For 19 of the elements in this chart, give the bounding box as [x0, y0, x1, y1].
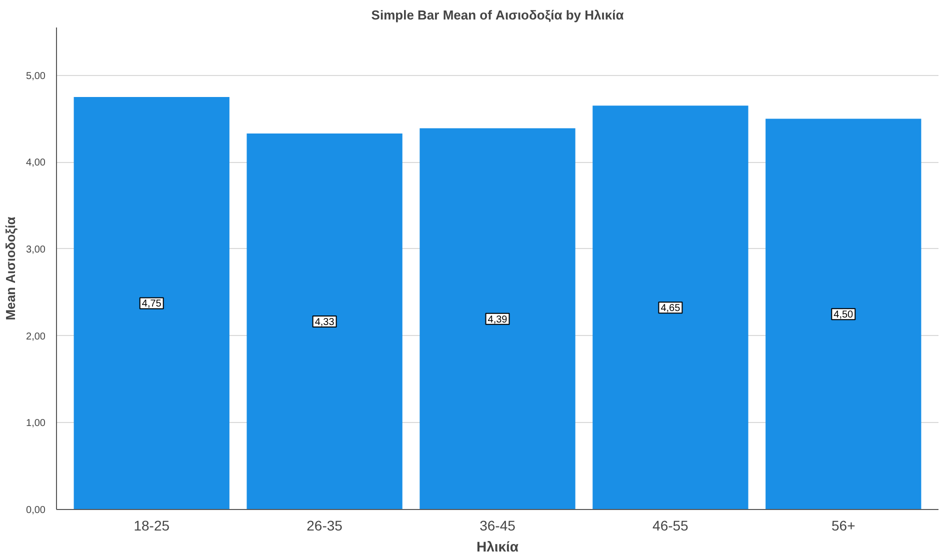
data-label: 4,33 — [314, 316, 335, 328]
x-tick-label: 46-55 — [652, 518, 689, 534]
x-tick-label: 36-45 — [480, 518, 516, 534]
data-label: 4,50 — [834, 310, 854, 321]
y-tick-label: 4,00 — [26, 158, 46, 169]
y-tick-label: 1,00 — [26, 418, 46, 430]
x-axis-title: Ηλικία — [476, 538, 519, 554]
data-label: 4,65 — [660, 303, 681, 314]
y-axis-title: Mean Αισιοδοξία — [3, 216, 18, 320]
data-label: 4,39 — [488, 314, 508, 326]
x-tick-label: 26-35 — [306, 518, 343, 534]
y-tick-label: 2,00 — [26, 331, 46, 342]
y-tick-label: 5,00 — [26, 70, 46, 82]
x-tick-label: 18-25 — [134, 518, 170, 534]
chart-title: Simple Bar Mean of Αισιοδοξία by Ηλικία — [371, 8, 624, 22]
data-label: 4,75 — [142, 298, 162, 310]
x-tick-label: 56+ — [832, 518, 856, 534]
y-tick-label: 3,00 — [26, 244, 46, 256]
y-tick-label: 0,00 — [26, 505, 46, 516]
